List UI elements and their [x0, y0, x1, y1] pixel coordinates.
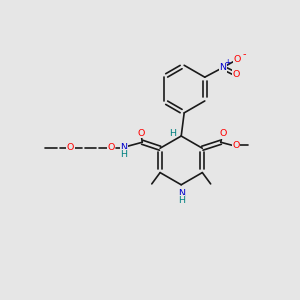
Text: H: H: [120, 150, 127, 159]
Text: O: O: [234, 55, 241, 64]
Text: H: H: [169, 129, 176, 138]
Text: O: O: [232, 141, 240, 150]
Text: O: O: [107, 143, 115, 152]
Text: -: -: [242, 50, 246, 60]
Text: N: N: [120, 143, 127, 152]
Text: H: H: [178, 196, 185, 205]
Text: O: O: [67, 143, 74, 152]
Text: O: O: [219, 129, 227, 138]
Text: +: +: [224, 58, 230, 67]
Text: N: N: [219, 63, 226, 72]
Text: O: O: [137, 129, 145, 138]
Text: N: N: [178, 189, 185, 198]
Text: O: O: [232, 70, 240, 79]
